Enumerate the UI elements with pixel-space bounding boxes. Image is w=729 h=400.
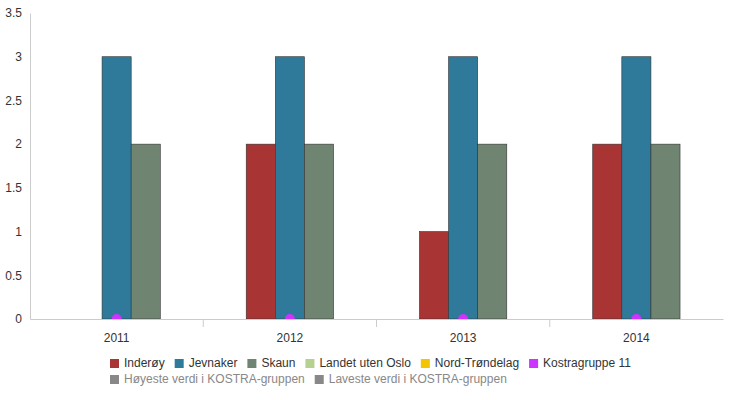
legend-label: Kostragruppe 11 bbox=[543, 356, 631, 370]
legend-swatch bbox=[315, 375, 324, 384]
bar[interactable] bbox=[419, 232, 448, 319]
x-tick-label: 2011 bbox=[104, 331, 130, 345]
legend-item[interactable]: Nord-Trøndelag bbox=[421, 356, 519, 370]
x-tick-label: 2014 bbox=[623, 331, 650, 345]
legend-item[interactable]: Laveste verdi i KOSTRA-gruppen bbox=[315, 372, 507, 386]
legend-item[interactable]: Inderøy bbox=[110, 356, 165, 370]
x-tick-label: 2012 bbox=[277, 331, 304, 345]
legend-label: Inderøy bbox=[124, 356, 165, 370]
y-tick-label: 1 bbox=[15, 225, 22, 239]
legend-item[interactable]: Jevnaker bbox=[175, 356, 238, 370]
category-separator bbox=[376, 319, 377, 327]
x-tick: 2012 bbox=[277, 319, 304, 345]
point[interactable] bbox=[458, 314, 468, 319]
legend-label: Skaun bbox=[261, 356, 295, 370]
legend-label: Laveste verdi i KOSTRA-gruppen bbox=[329, 372, 507, 386]
marks bbox=[102, 57, 680, 319]
legend-label: Nord-Trøndelag bbox=[435, 356, 519, 370]
series bbox=[112, 314, 642, 319]
y-tick-label: 2 bbox=[15, 137, 22, 151]
bar[interactable] bbox=[246, 144, 275, 319]
bar[interactable] bbox=[651, 144, 680, 319]
x-tick: 2013 bbox=[450, 319, 477, 345]
y-tick: 3 bbox=[15, 50, 30, 64]
x-tick-label: 2013 bbox=[450, 331, 477, 345]
legend-item[interactable]: Kostragruppe 11 bbox=[529, 356, 631, 370]
y-tick: 2.5 bbox=[5, 94, 30, 108]
y-tick: 0.5 bbox=[5, 269, 30, 283]
y-tick-label: 0 bbox=[15, 312, 22, 326]
y-tick-label: 3.5 bbox=[5, 6, 22, 20]
legend-label: Jevnaker bbox=[189, 356, 238, 370]
y-tick: 2 bbox=[15, 137, 30, 151]
point[interactable] bbox=[631, 314, 641, 319]
category-separator bbox=[203, 319, 204, 327]
y-tick-label: 1.5 bbox=[5, 181, 22, 195]
legend-item[interactable]: Landet uten Oslo bbox=[305, 356, 411, 370]
bar[interactable] bbox=[593, 144, 622, 319]
x-tick: 2011 bbox=[104, 319, 130, 345]
legend-swatch bbox=[305, 359, 314, 368]
bar[interactable] bbox=[275, 57, 304, 319]
legend-swatch bbox=[110, 359, 119, 368]
legend-label: Landet uten Oslo bbox=[319, 356, 411, 370]
series bbox=[131, 144, 680, 319]
legend-label: Høyeste verdi i KOSTRA-gruppen bbox=[124, 372, 305, 386]
category-separator bbox=[549, 319, 550, 327]
y-tick-label: 3 bbox=[15, 50, 22, 64]
legend-swatch bbox=[247, 359, 256, 368]
legend-swatch bbox=[110, 375, 119, 384]
y-tick: 1.5 bbox=[5, 181, 30, 195]
series bbox=[102, 57, 651, 319]
y-tick: 1 bbox=[15, 225, 30, 239]
plot: 0 0.5 1 1.5 2 2.5 3 3.5 2011 2012 2013 2014 bbox=[5, 6, 723, 344]
y-axis: 0 0.5 1 1.5 2 2.5 3 3.5 bbox=[5, 6, 30, 326]
legend-swatch bbox=[529, 359, 538, 368]
bar[interactable] bbox=[478, 144, 507, 319]
legend-swatch bbox=[421, 359, 430, 368]
legend: Inderøy Jevnaker Skaun Landet uten Oslo Nord… bbox=[110, 356, 631, 386]
bar[interactable] bbox=[622, 57, 651, 319]
legend-item[interactable]: Høyeste verdi i KOSTRA-gruppen bbox=[110, 372, 305, 386]
point[interactable] bbox=[112, 314, 122, 319]
legend-swatch bbox=[175, 359, 184, 368]
y-tick-label: 0.5 bbox=[5, 269, 22, 283]
chart: 0 0.5 1 1.5 2 2.5 3 3.5 2011 2012 2013 2014 Inderøy J… bbox=[0, 0, 729, 400]
y-axis-line bbox=[30, 14, 31, 320]
y-tick: 0 bbox=[15, 312, 30, 326]
bar[interactable] bbox=[449, 57, 478, 319]
bar[interactable] bbox=[131, 144, 160, 319]
bar[interactable] bbox=[304, 144, 333, 319]
x-tick: 2014 bbox=[623, 319, 650, 345]
bar[interactable] bbox=[102, 57, 131, 319]
point[interactable] bbox=[285, 314, 295, 319]
y-tick: 3.5 bbox=[5, 6, 30, 20]
legend-item[interactable]: Skaun bbox=[247, 356, 295, 370]
x-axis: 2011 2012 2013 2014 bbox=[31, 319, 724, 345]
y-tick-label: 2.5 bbox=[5, 94, 22, 108]
